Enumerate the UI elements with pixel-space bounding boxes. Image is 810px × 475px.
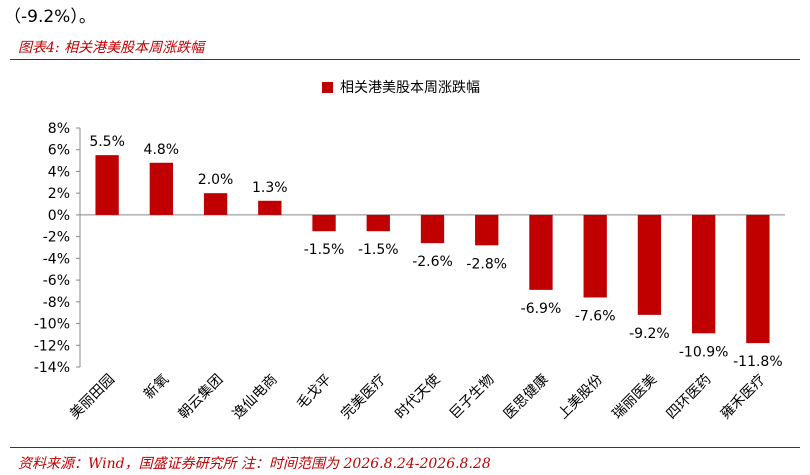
y-tick-label: 0% (48, 208, 70, 224)
data-label: 5.5% (89, 134, 125, 150)
bar (529, 214, 553, 290)
y-tick-label: -4% (43, 251, 70, 267)
data-labels: 5.5% 4.8% 2.0% 1.3% -1.5% -1.5% -2.6% -2.8% -6.9… (89, 134, 782, 370)
x-tick-label: 毛戈平 (294, 372, 335, 413)
x-tick-label: 美丽田园 (67, 372, 118, 423)
y-tick-label: 6% (48, 143, 70, 159)
bar (95, 155, 119, 215)
data-label: 1.3% (252, 180, 288, 196)
bar (475, 214, 499, 246)
x-tick-label: 雍禾医疗 (718, 372, 769, 423)
data-label: -11.8% (733, 354, 783, 370)
bar (258, 200, 282, 215)
y-tick-label: 8% (48, 121, 70, 137)
data-label: -2.6% (412, 254, 453, 270)
data-label: -10.9% (679, 344, 729, 360)
data-label: -6.9% (521, 301, 562, 317)
y-tick-label: -2% (43, 230, 70, 246)
x-tick-label: 巨子生物 (447, 372, 498, 423)
y-tick-label: -6% (43, 273, 70, 289)
x-tick-label: 完美医疗 (338, 372, 389, 423)
x-axis-labels: 美丽田园 新氧 朝云集团 逸仙电商 毛戈平 完美医疗 时代天使 巨子生物 医思健康 上美股份 瑞丽医… (67, 371, 769, 423)
y-tick-label: -10% (34, 317, 70, 333)
x-tick-label: 朝云集团 (175, 371, 227, 423)
x-tick-label: 逸仙电商 (230, 372, 281, 423)
y-axis: 8% 6% 4% 2% 0% -2% -4% -6% -8% -10% -12% -14% (34, 121, 785, 376)
bar (366, 214, 390, 232)
legend-label: 相关港美股本周涨跌幅 (340, 80, 480, 96)
bar (583, 214, 607, 298)
chart-legend: 相关港美股本周涨跌幅 (322, 80, 480, 96)
data-label: -7.6% (575, 308, 616, 324)
data-label: 4.8% (144, 142, 180, 158)
x-tick-label: 四环医药 (664, 372, 715, 423)
bar (691, 214, 716, 334)
x-tick-label: 医思健康 (500, 371, 552, 423)
figure-title: 图表4: 相关港美股本周涨跌幅 (18, 40, 205, 56)
x-tick-label: 时代天使 (392, 371, 444, 423)
bar (312, 214, 336, 232)
intro-text: （-9.2%）。 (4, 7, 96, 27)
x-tick-label: 新氧 (141, 372, 172, 403)
data-label: -1.5% (304, 242, 345, 258)
y-tick-label: -14% (34, 360, 70, 376)
y-tick-label: 4% (48, 164, 70, 180)
x-tick-label: 上美股份 (555, 372, 606, 423)
data-label: 2.0% (198, 172, 234, 188)
data-label: -2.8% (466, 256, 507, 272)
bar (746, 214, 770, 344)
data-label: -1.5% (358, 242, 399, 258)
bar (149, 162, 174, 215)
title-rule (10, 59, 800, 60)
data-label: -9.2% (629, 326, 670, 342)
bar-chart: 相关港美股本周涨跌幅 8% 6% 4% 2% 0% -2% -4% -6% -8% -10% -12… (34, 80, 785, 423)
bar (203, 193, 228, 215)
bar (420, 214, 445, 244)
x-tick-label: 瑞丽医美 (609, 372, 660, 423)
y-tick-label: 2% (48, 186, 70, 202)
source-note: 资料来源：Wind，国盛证券研究所 注：时间范围为 2026.8.24-2026… (18, 456, 491, 472)
y-tick-label: -12% (34, 338, 70, 354)
legend-swatch (322, 82, 333, 93)
bar (637, 214, 662, 315)
y-tick-label: -8% (43, 295, 70, 311)
bars (95, 155, 770, 344)
source-rule (10, 447, 800, 448)
